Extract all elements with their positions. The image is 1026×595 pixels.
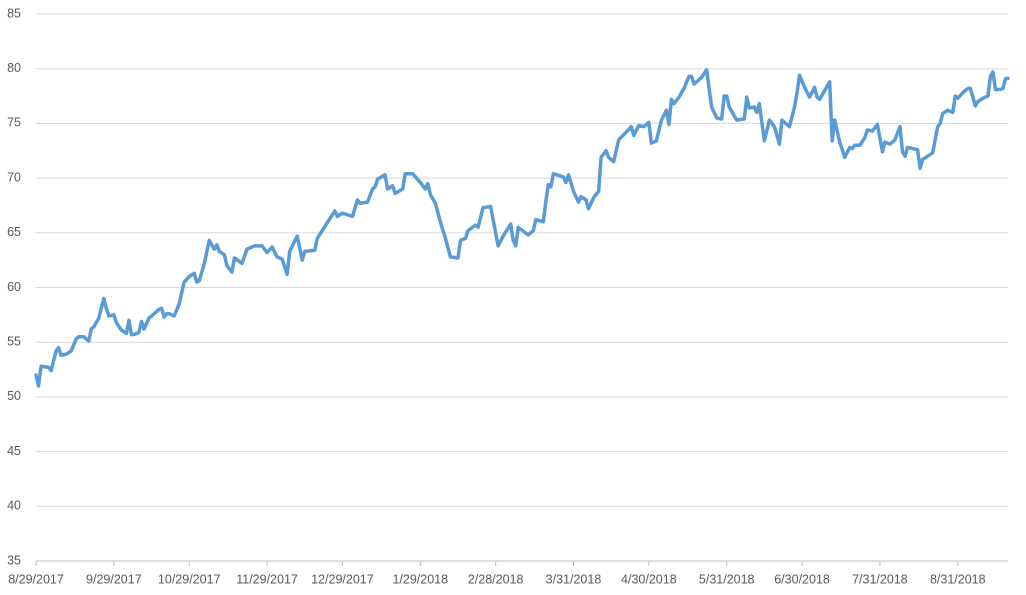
y-tick-label: 75 bbox=[7, 116, 21, 130]
y-tick-label: 80 bbox=[7, 61, 21, 75]
x-tick-label: 4/30/2018 bbox=[621, 572, 677, 586]
x-tick-label: 8/31/2018 bbox=[930, 572, 986, 586]
data-line bbox=[34, 68, 1010, 388]
x-tick-label: 2/28/2018 bbox=[468, 572, 524, 586]
x-tick-label: 6/30/2018 bbox=[774, 572, 830, 586]
y-tick-label: 60 bbox=[7, 280, 21, 294]
y-tick-label: 50 bbox=[7, 389, 21, 403]
y-tick-label: 65 bbox=[7, 225, 21, 239]
x-tick-label: 1/29/2018 bbox=[392, 572, 448, 586]
x-tick-label: 3/31/2018 bbox=[546, 572, 602, 586]
x-tick-label: 9/29/2017 bbox=[86, 572, 142, 586]
y-tick-label: 55 bbox=[7, 334, 21, 348]
y-tick-label: 70 bbox=[7, 170, 21, 184]
x-tick-label: 10/29/2017 bbox=[158, 572, 221, 586]
y-tick-label: 40 bbox=[7, 499, 21, 513]
x-tick-label: 7/31/2018 bbox=[852, 572, 908, 586]
y-tick-label: 45 bbox=[7, 444, 21, 458]
x-tick-label: 5/31/2018 bbox=[699, 572, 755, 586]
x-tick-label: 11/29/2017 bbox=[236, 572, 298, 586]
x-tick-label: 12/29/2017 bbox=[311, 572, 374, 586]
x-tick-label: 8/29/2017 bbox=[8, 572, 64, 586]
y-tick-label: 35 bbox=[7, 553, 21, 567]
y-tick-label: 85 bbox=[7, 6, 21, 20]
